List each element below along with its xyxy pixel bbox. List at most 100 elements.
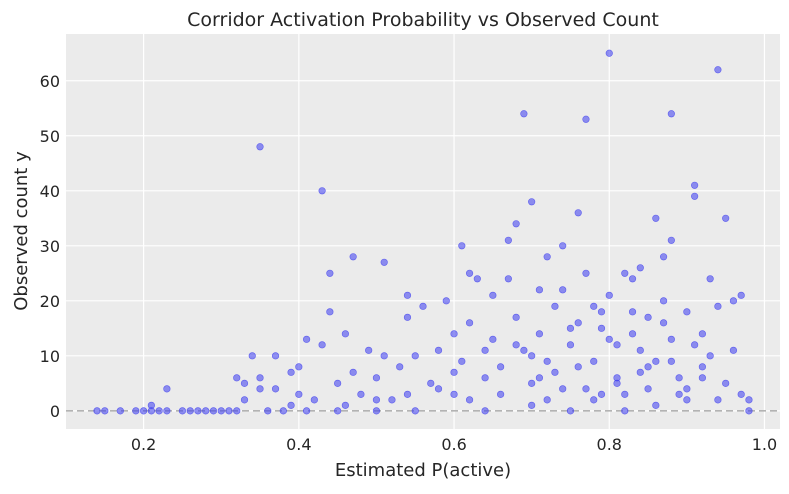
scatter-point [652,214,660,222]
scatter-point [528,379,536,387]
scatter-point [597,390,606,398]
scatter-point [271,385,280,393]
scatter-point [582,115,590,123]
scatter-point [411,352,419,360]
scatter-point [644,385,652,393]
scatter-point [520,110,528,118]
scatter-point [450,368,458,376]
scatter-point [489,291,497,299]
scatter-point [551,302,559,310]
scatter-point [380,258,388,266]
scatter-point [528,401,536,409]
x-axis-label: Estimated P(active) [335,460,511,481]
scatter-point [295,390,303,398]
y-tick-label: 20 [40,292,60,311]
scatter-point [481,407,489,415]
scatter-point [287,368,295,376]
scatter-point [574,363,582,371]
scatter-point [520,346,528,354]
scatter-point [528,352,536,360]
scatter-point [458,357,466,365]
scatter-point [388,396,396,404]
scatter-point [132,407,140,415]
scatter-point [279,407,287,415]
scatter-point [380,352,388,360]
scatter-point [698,363,706,371]
scatter-point [621,390,629,398]
scatter-point [652,401,660,409]
scatter-point [628,330,637,338]
y-tick-label: 10 [40,347,60,366]
scatter-point [605,291,613,299]
x-tick-label: 0.4 [286,435,311,454]
scatter-point [582,269,590,277]
scatter-point [256,143,264,151]
x-tick-label: 0.6 [441,435,466,454]
scatter-point [465,269,474,277]
scatter-point [636,264,644,272]
scatter-point [419,302,427,310]
scatter-point [714,66,722,74]
scatter-point [512,341,520,349]
scatter-point [372,407,381,415]
scatter-point [691,341,699,349]
scatter-point [729,346,738,354]
scatter-point [349,368,357,376]
scatter-point [698,330,706,338]
scatter-point [559,242,567,250]
y-tick-labels: 0 10 20 30 40 50 60 [40,72,60,421]
scatter-point [659,253,668,261]
scatter-point [101,407,109,415]
scatter-point [683,385,691,393]
scatter-point [722,214,730,222]
scatter-point [745,407,753,415]
scatter-point [396,363,404,371]
scatter-point [566,341,575,349]
x-tick-label: 0.8 [597,435,622,454]
scatter-point [434,346,443,354]
scatter-point [590,396,598,404]
scatter-point [481,374,489,382]
scatter-point [590,357,598,365]
scatter-point [497,363,505,371]
scatter-point [256,374,264,382]
scatter-point [621,407,629,415]
y-tick-label: 0 [50,402,60,421]
scatter-point [403,313,412,321]
scatter-point [535,374,544,382]
scatter-point [403,291,412,299]
scatter-point [178,407,187,415]
scatter-point [349,253,357,261]
scatter-point [574,319,582,327]
scatter-point [209,407,218,415]
scatter-point [559,385,567,393]
scatter-point [163,385,171,393]
scatter-point [691,181,699,189]
scatter-point [729,297,738,305]
scatter-point [318,341,326,349]
scatter-point [628,308,637,316]
scatter-point [287,401,295,409]
scatter-point [334,379,342,387]
scatter-point [458,242,466,250]
scatter-point [310,396,318,404]
scatter-point [745,396,753,404]
scatter-point [326,269,334,277]
scatter-point [659,297,668,305]
scatter-point [644,363,652,371]
scatter-point [543,357,551,365]
scatter-point [481,346,489,354]
scatter-point [714,302,722,310]
scatter-point [116,407,124,415]
scatter-point [240,379,249,387]
scatter-point [365,346,373,354]
scatter-point [667,236,675,244]
scatter-point [675,374,683,382]
scatter-point [636,346,644,354]
y-axis-label: Observed count y [11,151,32,311]
scatter-point [372,396,381,404]
scatter-point [186,407,194,415]
scatter-point [442,297,450,305]
